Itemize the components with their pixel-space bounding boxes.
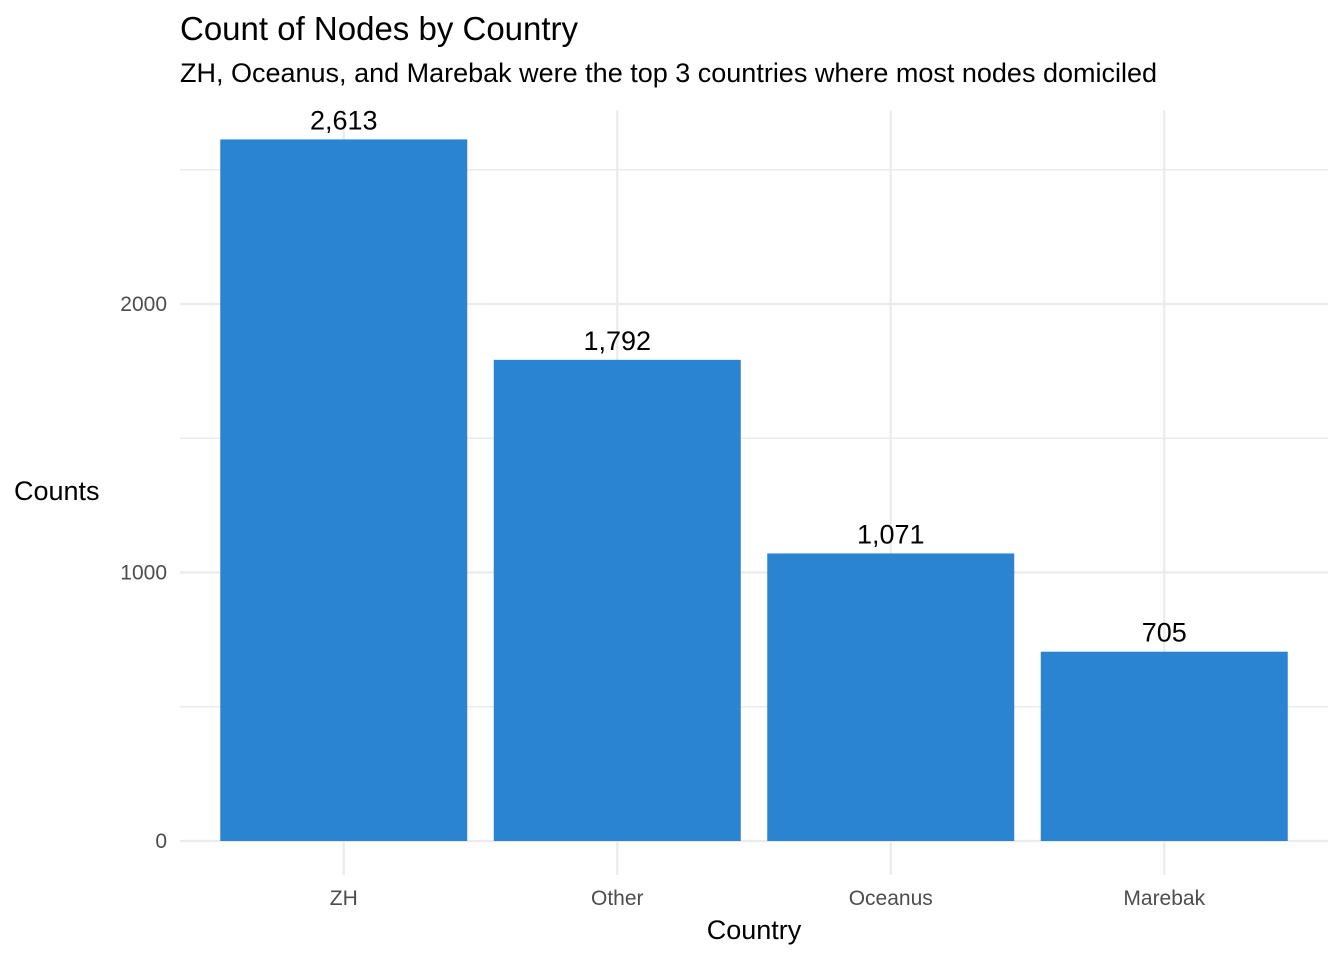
bars	[220, 139, 1288, 842]
x-tick-label: Marebak	[1123, 887, 1205, 910]
y-tick-label: 1000	[120, 562, 167, 585]
bar-marebak	[1040, 651, 1288, 841]
chart-subtitle: ZH, Oceanus, and Marebak were the top 3 …	[180, 58, 1157, 88]
chart-title: Count of Nodes by Country	[180, 10, 579, 47]
x-tick-label: ZH	[330, 887, 358, 910]
x-tick-label: Oceanus	[849, 887, 933, 910]
data-label: 2,613	[310, 105, 378, 135]
y-tick-label: 0	[155, 830, 167, 853]
x-tick-label: Other	[591, 887, 644, 910]
bar-other	[493, 359, 741, 841]
axis-ticks: 0 1000 2000 ZH Other Oceanus Marebak	[120, 293, 1205, 910]
x-axis-title: Country	[707, 915, 802, 945]
data-label: 1,792	[583, 326, 651, 356]
y-axis-title: Counts	[14, 476, 100, 506]
data-label: 705	[1142, 618, 1187, 648]
bar-oceanus	[767, 553, 1015, 841]
data-label: 1,071	[857, 519, 925, 549]
data-labels: 2,613 1,792 1,071 705	[310, 105, 1187, 647]
y-tick-label: 2000	[120, 293, 167, 316]
bar-zh	[220, 139, 468, 842]
